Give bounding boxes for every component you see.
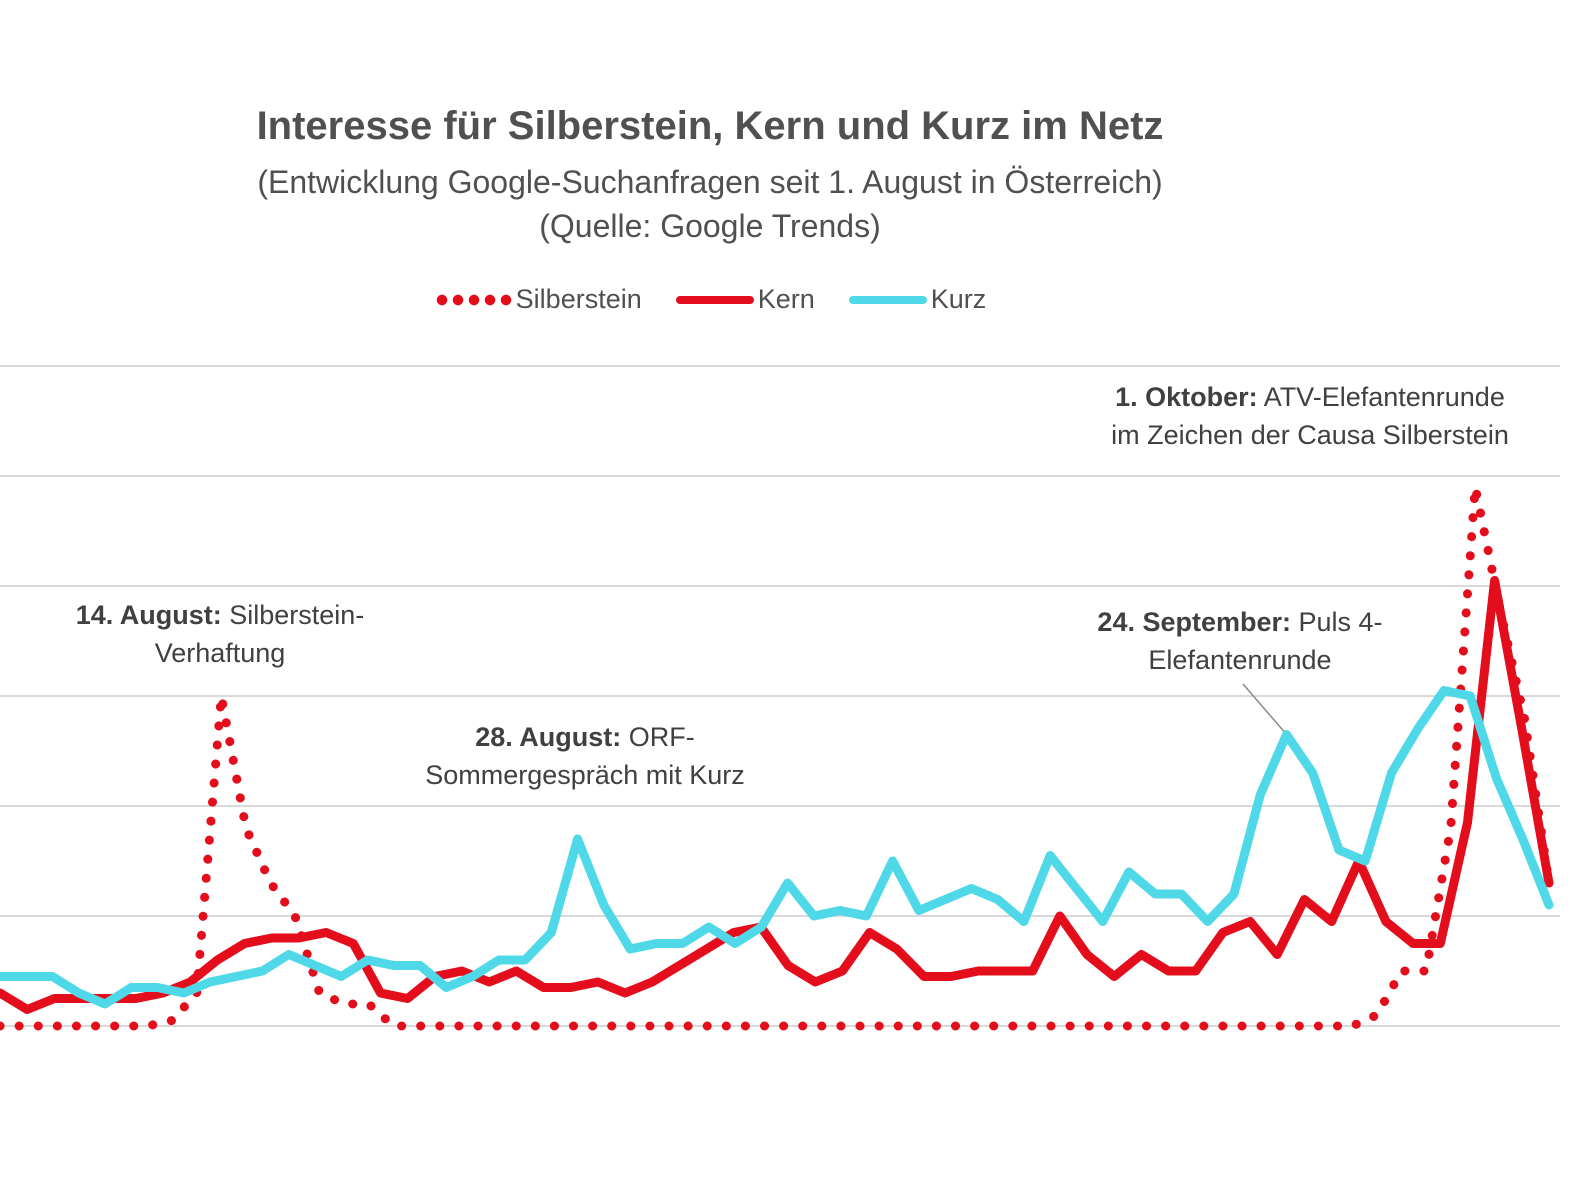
legend-label-kern: Kern (757, 284, 815, 314)
annotation-14-august-line1: Silberstein- (229, 600, 365, 630)
chart-title: Interesse für Silberstein, Kern und Kurz… (256, 104, 1164, 148)
annotation-1-oktober-line2: im Zeichen der Causa Silberstein (1111, 420, 1509, 450)
annotation-1-oktober-date: 1. Oktober: (1115, 382, 1258, 412)
annotation-connectors (1242, 683, 1288, 736)
legend-label-kurz: Kurz (930, 284, 987, 314)
annotation-24-september-line1: Puls 4- (1298, 607, 1383, 637)
legend-label-silberstein: Silberstein (515, 284, 642, 314)
legend-item-silberstein: Silberstein (433, 284, 642, 315)
series-line-kern (0, 576, 1554, 1014)
annotation-24-september: 24. September: Puls 4- Elefantenrunde (1080, 603, 1400, 679)
legend-item-kern: Kern (675, 284, 815, 315)
annotation-24-september-line2: Elefantenrunde (1148, 645, 1332, 675)
annotation-28-august-line1: ORF- (628, 722, 695, 752)
series-lines (0, 482, 1554, 1031)
annotation-28-august-date: 28. August: (475, 722, 622, 752)
series-line-kurz (0, 686, 1554, 1009)
legend-swatch-kern (675, 295, 754, 304)
annotation-1-oktober-line1: ATV-Elefantenrunde (1263, 382, 1505, 412)
annotation-24-september-date: 24. September: (1097, 607, 1291, 637)
series-line-silberstein (0, 482, 1554, 1031)
annotation-1-oktober: 1. Oktober: ATV-Elefantenrunde im Zeiche… (1090, 378, 1530, 454)
annotation-28-august-line2: Sommergespräch mit Kurz (425, 760, 745, 790)
annotation-14-august-line2: Verhaftung (154, 638, 286, 668)
chart-subtitle: (Entwicklung Google-Suchanfragen seit 1.… (257, 164, 1163, 200)
legend: Silberstein Kern Kurz (0, 284, 1420, 315)
gridlines (0, 365, 1560, 1027)
annotation-14-august: 14. August: Silberstein- Verhaftung (40, 596, 400, 672)
chart-source: (Quelle: Google Trends) (539, 208, 881, 244)
annotation-14-august-date: 14. August: (75, 600, 222, 630)
connector-24-september (1242, 683, 1288, 736)
legend-item-kurz: Kurz (848, 284, 987, 315)
annotation-28-august: 28. August: ORF- Sommergespräch mit Kurz (400, 718, 770, 794)
legend-swatch-kurz (848, 295, 927, 304)
legend-swatch-silberstein (433, 292, 512, 307)
